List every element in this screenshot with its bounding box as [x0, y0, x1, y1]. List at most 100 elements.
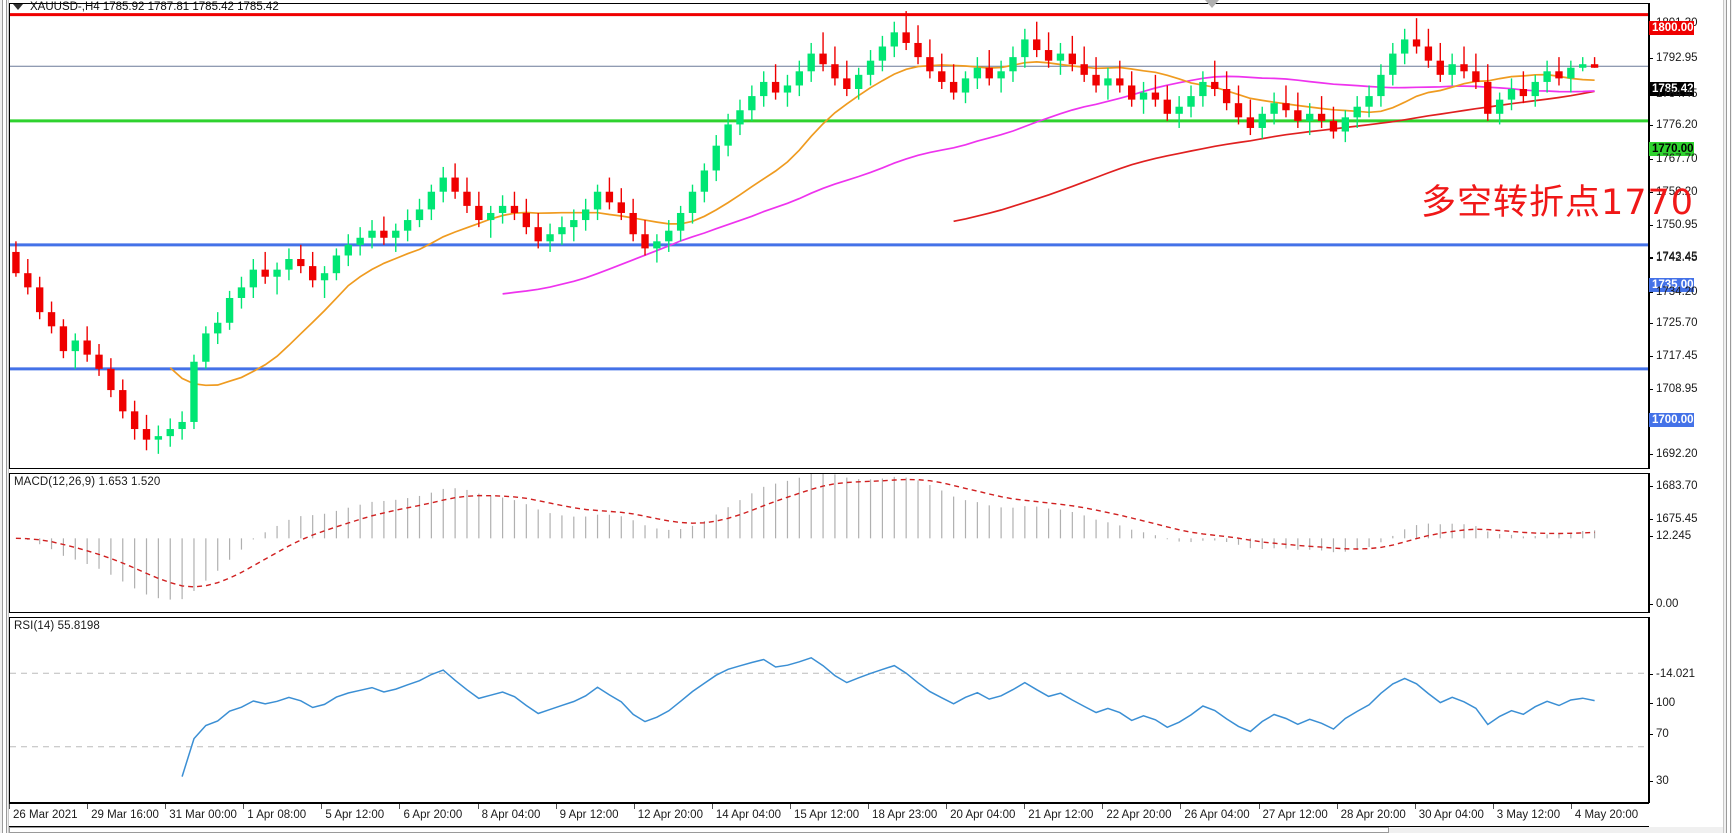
candle-body: [878, 46, 887, 61]
candle-body: [1163, 99, 1171, 114]
candle-body: [688, 191, 697, 213]
time-axis-tick: [399, 804, 401, 809]
price-tick-label: 1683.70: [1649, 480, 1698, 493]
time-axis-label: 1 Apr 08:00: [247, 809, 307, 821]
time-axis-tick: [1102, 804, 1104, 809]
candle-body: [119, 390, 127, 412]
rsi-panel[interactable]: RSI(14) 55.8198: [9, 617, 1649, 803]
candle-body: [676, 212, 685, 231]
candle-body: [1389, 53, 1397, 75]
candle-body: [427, 191, 436, 210]
rsi-indicator-label: RSI(14) 55.8198: [14, 620, 100, 632]
price-tick-label: 1725.70: [1649, 317, 1698, 330]
candle-body: [261, 269, 269, 277]
candle-body: [748, 96, 756, 111]
candle-body: [1353, 106, 1361, 118]
axis-spine: [1649, 617, 1650, 803]
candle-body: [107, 368, 115, 391]
candle-body: [819, 53, 827, 65]
price-tick-label: 1767.70: [1649, 153, 1698, 166]
time-axis-tick: [1180, 804, 1182, 809]
candle-body: [593, 191, 602, 210]
time-axis[interactable]: 26 Mar 2021 29 Mar 16:00 31 Mar 00:00 1 Apr…: [9, 803, 1649, 827]
time-axis-tick: [1024, 804, 1026, 809]
time-axis-tick: [1336, 804, 1338, 809]
right-scrollbar[interactable]: [1723, 0, 1732, 833]
candle-body: [570, 220, 578, 228]
price-tick-label: 1750.95: [1649, 219, 1698, 232]
candle-body: [760, 81, 768, 97]
candle-body: [581, 209, 590, 221]
time-axis-label: 22 Apr 20:00: [1106, 809, 1172, 821]
price-axis-segment: 1801.301800.001792.951785.421784.451776.…: [1649, 3, 1723, 525]
time-axis-label: 26 Mar 2021: [13, 809, 78, 821]
price-level-label[interactable]: 1770.00: [1649, 142, 1694, 156]
time-axis-tick: [9, 804, 10, 809]
left-scrollbar[interactable]: [0, 0, 9, 833]
candle-body: [344, 244, 352, 256]
candle-body: [1211, 81, 1219, 90]
candle-body: [1151, 92, 1160, 100]
time-axis-label: 6 Apr 20:00: [403, 809, 463, 821]
chart-title-bar: XAUUSD-,H4 1785.92 1787.81 1785.42 1785.…: [9, 0, 279, 14]
price-tick-label: 1708.95: [1649, 383, 1698, 396]
price-tick-label: 1692.20: [1649, 448, 1698, 461]
chevron-down-icon[interactable]: [13, 4, 23, 10]
price-level-label[interactable]: 1700.00: [1649, 413, 1694, 427]
macd-signal-line: [15, 478, 1595, 588]
price-panel[interactable]: [9, 3, 1649, 469]
candle-body: [914, 42, 922, 58]
chart-annotation-text: 多空转折点1770: [1421, 183, 1695, 223]
price-level-label[interactable]: 1735.00: [1649, 278, 1694, 292]
candle-body: [463, 191, 471, 206]
rsi-axis-segment: 100 70 30: [1649, 617, 1723, 803]
macd-tick-label: 12.245: [1649, 530, 1691, 543]
candle-body: [59, 326, 68, 352]
candle-body: [1495, 99, 1504, 114]
price-level-label[interactable]: 1800.00: [1649, 21, 1694, 35]
candle-body: [1104, 78, 1112, 86]
candle-body: [653, 241, 661, 249]
price-axis[interactable]: 1801.301800.001792.951785.421784.451776.…: [1649, 3, 1723, 803]
axis-spine: [1649, 473, 1650, 613]
candle-body: [403, 220, 412, 231]
candle-body: [1412, 39, 1421, 47]
candle-body: [1448, 64, 1456, 75]
macd-panel[interactable]: MACD(12,26,9) 1.653 1.520: [9, 473, 1649, 613]
time-axis-tick: [633, 804, 635, 809]
price-tick-label: 1743.45: [1649, 251, 1698, 264]
candle-body: [1127, 85, 1136, 100]
price-tick-label: 1784.45: [1649, 88, 1698, 101]
horizontal-scrollbar-thumb[interactable]: [9, 827, 1389, 833]
left-scrollbar-track[interactable]: [2, 0, 7, 833]
candle-body: [320, 273, 329, 281]
price-level-label[interactable]: 1785.42: [1649, 82, 1694, 96]
time-axis-label: 3 May 12:00: [1496, 809, 1561, 821]
candle-body: [487, 212, 495, 221]
candle-body: [83, 340, 91, 355]
candle-body: [949, 81, 958, 93]
candle-body: [902, 32, 910, 43]
horizontal-scrollbar[interactable]: [9, 827, 1723, 833]
candle-body: [831, 64, 839, 79]
candle-body: [1009, 57, 1017, 72]
time-axis-tick: [477, 804, 479, 809]
time-axis-label: 12 Apr 20:00: [637, 809, 703, 821]
candle-body: [546, 234, 554, 242]
candle-body: [178, 421, 186, 430]
candle-body: [1329, 120, 1338, 132]
rsi-chart-svg: [10, 656, 1648, 777]
candle-body: [890, 32, 898, 47]
time-axis-label: 4 May 20:00: [1574, 809, 1639, 821]
candle-body: [700, 170, 709, 192]
candle-body: [854, 74, 863, 90]
candle-body: [807, 53, 815, 72]
price-chart-svg: [10, 11, 1648, 454]
price-tick-label: 1759.20: [1649, 186, 1698, 199]
time-axis-label: 30 Apr 04:00: [1418, 809, 1484, 821]
right-scrollbar-track[interactable]: [1726, 0, 1731, 833]
candle-body: [214, 322, 222, 334]
candle-body: [12, 251, 20, 274]
time-axis-label: 27 Apr 12:00: [1262, 809, 1328, 821]
time-axis-tick: [87, 804, 89, 809]
